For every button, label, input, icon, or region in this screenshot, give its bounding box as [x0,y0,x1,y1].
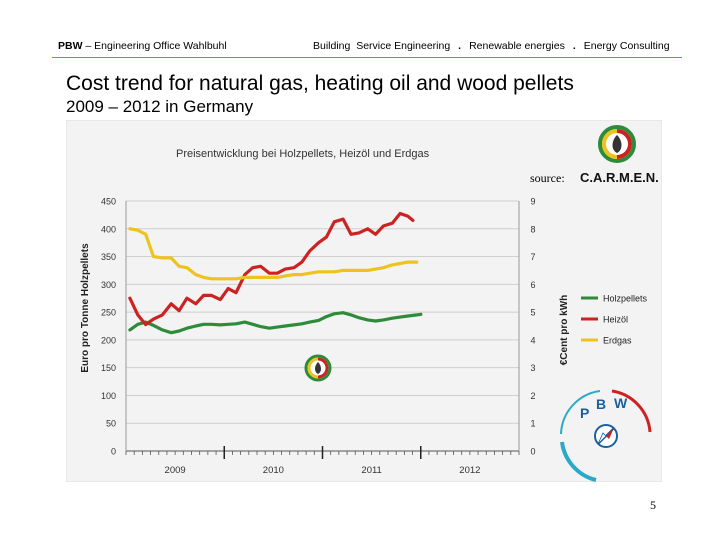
y-tick-left: 300 [101,280,116,290]
y-tick-right: 2 [530,391,535,401]
header-services: Building Service Engineering. Renewable e… [313,40,670,52]
service-building: Building Service Engineering [313,40,451,52]
chart-background [66,120,662,482]
y-tick-left: 400 [101,224,116,234]
pbw-letter-b: B [596,396,606,412]
y-tick-right: 9 [530,197,535,207]
y-tick-right: 8 [530,224,535,234]
x-tick-label: 2009 [165,465,186,476]
page-number: 5 [650,498,656,512]
legend-label: Erdgas [603,336,632,346]
carmen-logo-text: C.A.R.M.E.N. [580,170,659,185]
y-tick-right: 1 [530,419,535,429]
y-tick-left: 0 [111,447,116,457]
y-tick-left: 100 [101,391,116,401]
series-line-heiz-l [128,211,415,327]
chart-grid [126,200,519,452]
slide-subtitle: 2009 – 2012 in Germany [66,97,254,116]
pbw-letter-p: P [580,405,589,421]
legend-label: Holzpellets [603,294,648,304]
separator: . [572,40,576,52]
carmen-source-logo: source: C.A.R.M.E.N. [530,125,659,185]
slide-header: PBW – Engineering Office Wahlbuhl Buildi… [0,0,720,58]
chart-legend: Holzpellets Heizöl Erdgas [581,294,648,346]
separator: . [458,40,462,52]
pbw-letter-w: W [614,395,628,411]
x-tick-label: 2011 [361,465,381,476]
service-consulting: Energy Consulting [583,40,670,52]
y-tick-right: 3 [530,363,535,373]
carmen-small-logo [304,354,332,382]
y-tick-left: 350 [101,252,116,262]
slide-title: Cost trend for natural gas, heating oil … [66,72,574,95]
y-tick-right: 7 [530,252,535,262]
y-tick-right: 0 [530,447,535,457]
ylabel-left: Euro pro Tonne Holzpellets [80,243,91,373]
pbw-compass-icon [594,424,618,448]
source-label: source: [530,171,565,185]
chart-title: Preisentwicklung bei Holzpellets, Heizöl… [176,148,430,160]
y-tick-left: 450 [101,197,116,207]
y-tick-left: 150 [101,363,116,373]
y-tick-right: 5 [530,308,535,318]
legend-label: Heizöl [603,315,628,325]
chart-series [128,211,423,335]
x-tick-label: 2010 [263,465,284,476]
header-divider [52,57,682,58]
price-chart: Preisentwicklung bei Holzpellets, Heizöl… [66,120,662,482]
ylabel-right: €Cent pro kWh [559,295,570,366]
x-tick-label: 2012 [459,465,480,476]
header-left: PBW – Engineering Office Wahlbuhl [58,40,227,52]
y-tick-left: 50 [106,419,116,429]
brand-name: PBW [58,40,83,52]
y-tick-left: 250 [101,308,116,318]
y-tick-right: 6 [530,280,535,290]
series-line-holzpellets [128,311,423,335]
chart-axes: 0 50 100 150 200 250 300 350 400 450 0 1 2 3 4 5 6 7 8 9 200… [101,197,536,477]
y-tick-left: 200 [101,335,116,345]
pbw-logo: P B W [560,389,652,482]
carmen-emblem-icon [598,125,636,163]
series-line-erdgas [128,227,419,281]
y-tick-right: 4 [530,335,535,345]
office-name: – Engineering Office Wahlbuhl [82,40,227,52]
service-renewable: Renewable energies [469,40,565,52]
